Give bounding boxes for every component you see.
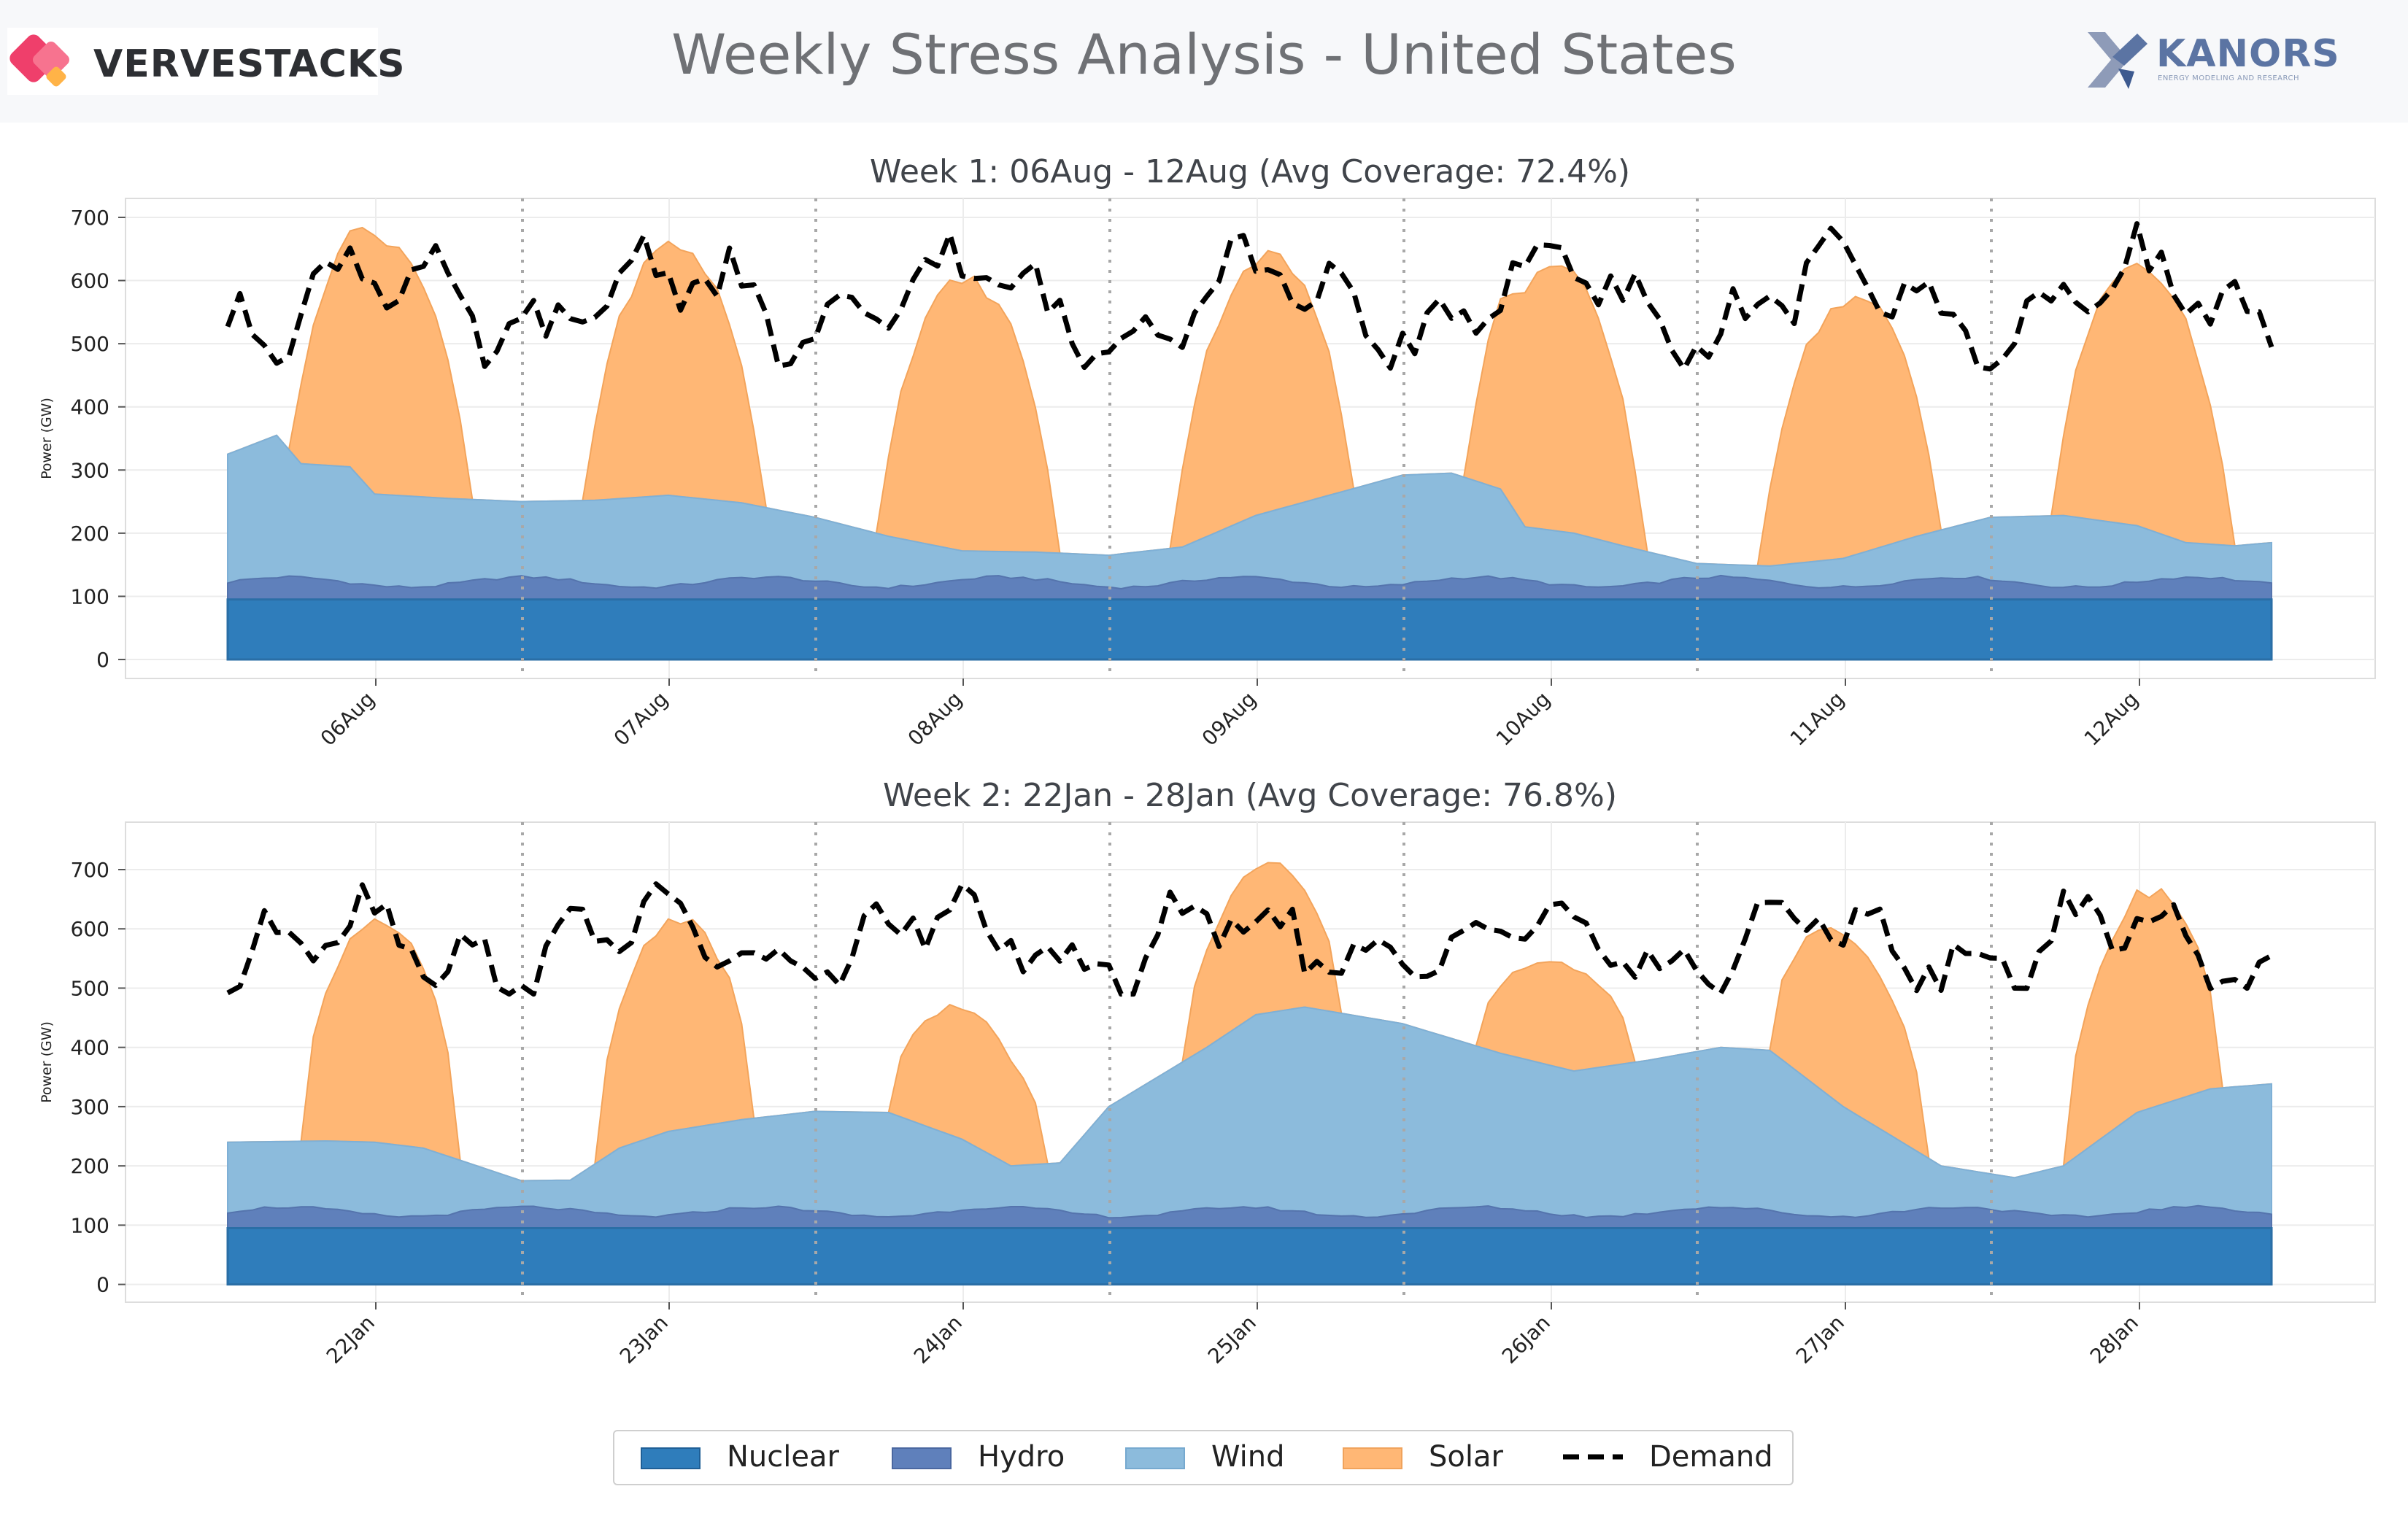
y-tick-label-1-1: 100 xyxy=(71,584,109,608)
legend-label-solar: Solar xyxy=(1429,1440,1503,1474)
demand-line-1 xyxy=(225,221,2274,372)
y-tick-label-1-2: 200 xyxy=(71,522,109,546)
x-tick-label-2-5: 27Jan xyxy=(1791,1311,1849,1369)
y-axis-label-2: Power (GW) xyxy=(39,1021,55,1103)
y-tick-label-1-4: 400 xyxy=(71,395,109,419)
legend-label-wind: Wind xyxy=(1211,1440,1285,1474)
legend-line-demand xyxy=(1563,1454,1623,1460)
y-tick-label-1-7: 700 xyxy=(71,206,109,230)
x-tick-label-2-3: 25Jan xyxy=(1203,1311,1261,1369)
kanors-logo: KANORS ENERGY MODELING AND RESEARCH xyxy=(2083,28,2361,93)
kanors-logo-text: KANORS xyxy=(2156,32,2340,76)
chart-title-1: Week 1: 06Aug - 12Aug (Avg Coverage: 72.… xyxy=(870,153,1630,190)
legend: Nuclear Hydro Wind Solar Demand xyxy=(613,1430,1794,1485)
y-tick-label-2-1: 100 xyxy=(71,1213,109,1237)
nuclear-area-2 xyxy=(226,1227,2273,1286)
hydro-area-2 xyxy=(227,1204,2272,1229)
y-tick-label-1-5: 500 xyxy=(71,332,109,356)
y-tick-label-2-0: 0 xyxy=(96,1273,109,1297)
x-tick-label-2-4: 26Jan xyxy=(1497,1311,1555,1369)
x-tick-label-1-4: 10Aug xyxy=(1492,687,1555,751)
y-tick-label-2-2: 200 xyxy=(71,1154,109,1178)
y-tick-label-2-3: 300 xyxy=(71,1095,109,1119)
nuclear-area-1 xyxy=(226,598,2273,661)
y-tick-label-1-0: 0 xyxy=(96,648,109,672)
vervestacks-logo-text: VERVESTACKS xyxy=(93,42,406,86)
vervestacks-logo: VERVESTACKS xyxy=(7,28,405,95)
x-tick-label-2-1: 23Jan xyxy=(615,1311,673,1369)
x-tick-label-1-5: 11Aug xyxy=(1786,687,1849,751)
x-tick-label-1-1: 07Aug xyxy=(609,687,673,751)
x-tick-label-1-0: 06Aug xyxy=(316,687,379,751)
y-tick-label-2-4: 400 xyxy=(71,1036,109,1060)
x-tick-label-1-2: 08Aug xyxy=(903,687,967,751)
kanors-logo-tagline: ENERGY MODELING AND RESEARCH xyxy=(2158,74,2299,82)
x-tick-label-2-6: 28Jan xyxy=(2085,1311,2143,1369)
legend-swatch-solar xyxy=(1343,1447,1402,1469)
legend-label-hydro: Hydro xyxy=(978,1440,1065,1474)
legend-swatch-hydro xyxy=(892,1447,952,1469)
vervestacks-logo-icon xyxy=(9,34,69,87)
header-bar xyxy=(0,0,2408,123)
x-tick-label-2-0: 22Jan xyxy=(322,1311,379,1369)
legend-label-nuclear: Nuclear xyxy=(727,1440,839,1474)
x-tick-label-1-3: 09Aug xyxy=(1197,687,1261,751)
x-tick-label-1-6: 12Aug xyxy=(2080,687,2143,751)
demand-line-2 xyxy=(226,881,2273,997)
chart-title-2: Week 2: 22Jan - 28Jan (Avg Coverage: 76.… xyxy=(883,777,1617,814)
y-axis-label-1: Power (GW) xyxy=(39,398,55,479)
hydro-area-1 xyxy=(227,574,2272,600)
page-title: Weekly Stress Analysis - United States xyxy=(671,22,1737,87)
legend-label-demand: Demand xyxy=(1649,1440,1773,1474)
legend-swatch-wind xyxy=(1125,1447,1185,1469)
legend-swatch-nuclear xyxy=(641,1447,701,1469)
y-tick-label-2-7: 700 xyxy=(71,858,109,882)
y-tick-label-2-5: 500 xyxy=(71,976,109,1000)
kanors-logo-icon xyxy=(2088,32,2147,89)
y-tick-label-1-3: 300 xyxy=(71,458,109,482)
x-tick-label-2-2: 24Jan xyxy=(909,1311,967,1369)
y-tick-label-1-6: 600 xyxy=(71,269,109,293)
y-tick-label-2-6: 600 xyxy=(71,917,109,941)
